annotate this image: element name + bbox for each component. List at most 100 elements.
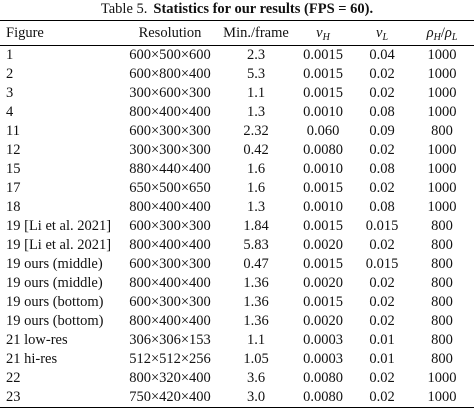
table-cell: 600×300×300 bbox=[129, 294, 211, 310]
column-header: νL bbox=[354, 20, 410, 46]
table-cell: 1000 bbox=[427, 66, 457, 82]
table-cell: 0.09 bbox=[369, 123, 395, 139]
table-cell: 0.0080 bbox=[303, 389, 343, 405]
table-cell: 1.1 bbox=[246, 332, 266, 348]
table-cell: 0.02 bbox=[369, 313, 395, 329]
table-cell: 750×420×400 bbox=[129, 389, 211, 405]
table-cell: 0.04 bbox=[369, 47, 395, 63]
table-cell: 0.02 bbox=[369, 275, 395, 291]
symbol: ρ bbox=[444, 24, 452, 41]
table-cell: 800×400×400 bbox=[129, 104, 211, 120]
table-cell: 1000 bbox=[427, 85, 457, 101]
table-cell: 0.0015 bbox=[303, 218, 343, 234]
table-cell: 0.08 bbox=[369, 104, 395, 120]
table-cell: 19 ours (middle) bbox=[6, 275, 103, 291]
table-cell: 2 bbox=[6, 66, 14, 82]
subscript: H bbox=[322, 31, 330, 43]
table-cell: 600×500×600 bbox=[129, 47, 211, 63]
table-cell: 600×800×400 bbox=[129, 66, 211, 82]
subscript: H bbox=[433, 31, 441, 43]
table-row: 12 300×300×300 0.42 0.0080 0.02 1000 bbox=[0, 141, 474, 160]
table-cell: 1.05 bbox=[243, 351, 269, 367]
table-cell: 22 bbox=[6, 370, 21, 386]
table-cell: 0.02 bbox=[369, 237, 395, 253]
table-cell: 800 bbox=[431, 313, 453, 329]
table-cell: 0.02 bbox=[369, 85, 395, 101]
table-cell: 1.1 bbox=[246, 85, 266, 101]
table-cell: 0.0015 bbox=[303, 47, 343, 63]
table-cell: 0.0015 bbox=[303, 85, 343, 101]
table-cell: 0.0020 bbox=[303, 313, 343, 329]
table-cell: 5.3 bbox=[246, 66, 266, 82]
table-cell: 0.02 bbox=[369, 389, 395, 405]
column-header: νH bbox=[292, 20, 354, 46]
table-row: 19 [Li et al. 2021] 600×300×300 1.84 0.0015… bbox=[0, 217, 474, 236]
table-cell: 0.02 bbox=[369, 180, 395, 196]
subscript: L bbox=[451, 31, 458, 43]
table-cell: 1000 bbox=[427, 180, 457, 196]
table-cell: 18 bbox=[6, 199, 21, 215]
table-cell: 2.32 bbox=[243, 123, 269, 139]
table-cell: 1000 bbox=[427, 161, 457, 177]
table-cell: 1000 bbox=[427, 389, 457, 405]
table-cell: 0.01 bbox=[369, 351, 395, 367]
stats-table: Figure Resolution Min./frame νH νL ρH/ρL 1 600… bbox=[0, 20, 474, 408]
table-cell: 800×400×400 bbox=[129, 237, 211, 253]
table-cell: 1000 bbox=[427, 47, 457, 63]
table-cell: 0.0003 bbox=[303, 332, 343, 348]
table-row: 23 750×420×400 3.0 0.0080 0.02 1000 bbox=[0, 388, 474, 408]
table-cell: 19 [Li et al. 2021] bbox=[6, 237, 112, 253]
table-cell: 0.0015 bbox=[303, 180, 343, 196]
subscript: L bbox=[382, 31, 388, 43]
symbol: ρ bbox=[426, 24, 434, 41]
table-cell: 0.0015 bbox=[303, 256, 343, 272]
column-header: Figure bbox=[0, 20, 120, 46]
table-row: 19 ours (middle) 600×300×300 0.47 0.0015 0.0… bbox=[0, 255, 474, 274]
table-cell: 2.3 bbox=[246, 47, 266, 63]
table-cell: 1.3 bbox=[246, 104, 266, 120]
table-cell: 1.36 bbox=[243, 275, 269, 291]
table-cell: 0.060 bbox=[306, 123, 340, 139]
table-cell: 5.83 bbox=[243, 237, 269, 253]
table-cell: 0.0080 bbox=[303, 142, 343, 158]
table-cell: 0.015 bbox=[365, 256, 399, 272]
table-cell: 800 bbox=[431, 294, 453, 310]
table-cell: 600×300×300 bbox=[129, 218, 211, 234]
table-cell: 1000 bbox=[427, 370, 457, 386]
symbol: ν bbox=[316, 24, 323, 41]
table-row: 15 880×440×400 1.6 0.0010 0.08 1000 bbox=[0, 160, 474, 179]
table-cell: 1.6 bbox=[246, 161, 266, 177]
table-cell: 11 bbox=[6, 123, 20, 139]
table-row: 17 650×500×650 1.6 0.0015 0.02 1000 bbox=[0, 179, 474, 198]
table-cell: 19 ours (bottom) bbox=[6, 294, 104, 310]
table-cell: 3.0 bbox=[246, 389, 266, 405]
table-cell: 300×300×300 bbox=[129, 142, 211, 158]
table-cell: 0.0015 bbox=[303, 66, 343, 82]
column-header: Min./frame bbox=[220, 20, 292, 46]
table-cell: 1 bbox=[6, 47, 14, 63]
table-cell: 0.0010 bbox=[303, 199, 343, 215]
table-cell: 0.42 bbox=[243, 142, 269, 158]
table-cell: 1.84 bbox=[243, 218, 269, 234]
table-cell: 800 bbox=[431, 218, 453, 234]
table-cell: 800×400×400 bbox=[129, 275, 211, 291]
table-row: 2 600×800×400 5.3 0.0015 0.02 1000 bbox=[0, 65, 474, 84]
table-cell: 0.0080 bbox=[303, 370, 343, 386]
table-cell: 600×300×300 bbox=[129, 256, 211, 272]
table-row: 3 300×600×300 1.1 0.0015 0.02 1000 bbox=[0, 84, 474, 103]
header-row: Figure Resolution Min./frame νH νL ρH/ρL bbox=[0, 20, 474, 46]
table-cell: 0.02 bbox=[369, 66, 395, 82]
table-cell: 800 bbox=[431, 351, 453, 367]
table-cell: 1.3 bbox=[246, 199, 266, 215]
table-cell: 15 bbox=[6, 161, 21, 177]
table-cell: 300×600×300 bbox=[129, 85, 211, 101]
table-body: 1 600×500×600 2.3 0.0015 0.04 1000 2 600×800×40… bbox=[0, 46, 474, 408]
table-cell: 800×320×400 bbox=[129, 370, 211, 386]
table-row: 21 hi-res 512×512×256 1.05 0.0003 0.01 800 bbox=[0, 350, 474, 369]
caption-label: Table 5. bbox=[100, 1, 148, 17]
table-cell: 21 low-res bbox=[6, 332, 68, 348]
table-cell: 0.0003 bbox=[303, 351, 343, 367]
table-row: 19 ours (bottom) 800×400×400 1.36 0.0020 0.0… bbox=[0, 312, 474, 331]
table-cell: 0.02 bbox=[369, 370, 395, 386]
table-cell: 800 bbox=[431, 123, 453, 139]
